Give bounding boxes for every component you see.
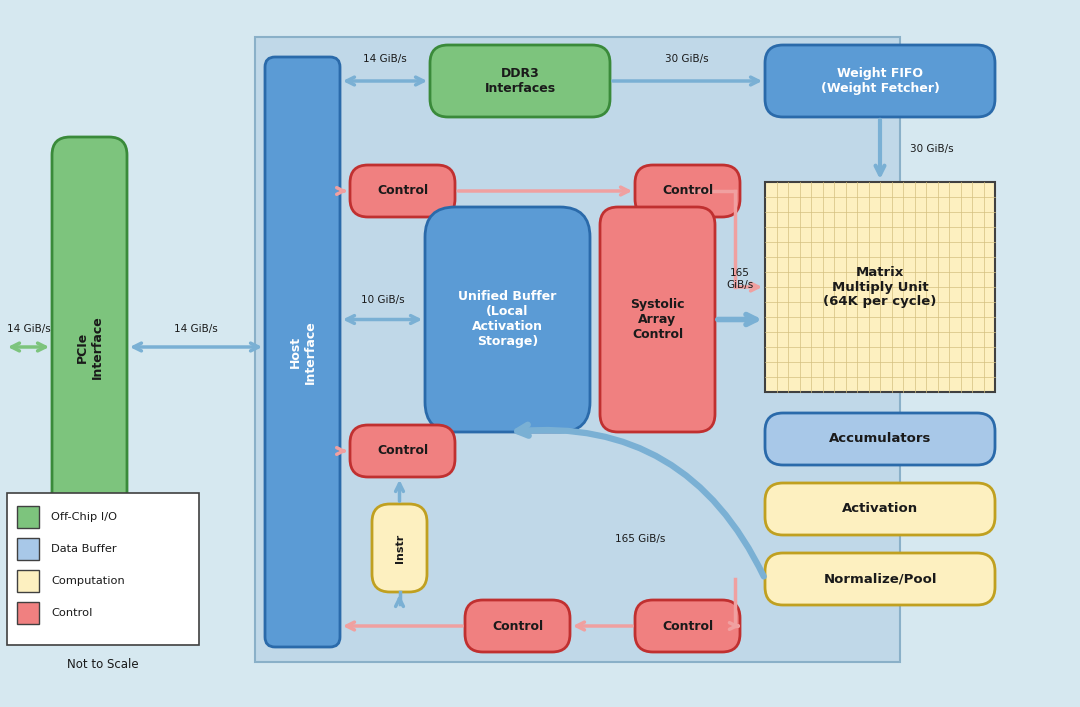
Text: 14 GiB/s: 14 GiB/s xyxy=(174,324,218,334)
Text: Control: Control xyxy=(491,619,543,633)
Text: Matrix
Multiply Unit
(64K per cycle): Matrix Multiply Unit (64K per cycle) xyxy=(823,266,936,308)
FancyBboxPatch shape xyxy=(765,553,995,605)
Text: Unified Buffer
(Local
Activation
Storage): Unified Buffer (Local Activation Storage… xyxy=(458,291,556,349)
Text: Control: Control xyxy=(377,185,428,197)
FancyBboxPatch shape xyxy=(52,137,127,557)
Bar xyxy=(17,506,39,528)
Text: 10 GiB/s: 10 GiB/s xyxy=(361,295,404,305)
FancyBboxPatch shape xyxy=(426,207,590,432)
FancyBboxPatch shape xyxy=(350,425,455,477)
Text: Host
Interface: Host Interface xyxy=(288,320,316,384)
Text: Instr: Instr xyxy=(394,533,405,563)
Bar xyxy=(255,37,900,662)
Bar xyxy=(17,602,39,624)
Bar xyxy=(17,570,39,592)
FancyBboxPatch shape xyxy=(765,483,995,535)
FancyBboxPatch shape xyxy=(350,165,455,217)
FancyBboxPatch shape xyxy=(372,504,427,592)
Bar xyxy=(17,538,39,560)
Text: Control: Control xyxy=(51,607,93,617)
Text: Normalize/Pool: Normalize/Pool xyxy=(823,573,936,585)
Text: Data Buffer: Data Buffer xyxy=(51,544,117,554)
Text: Control: Control xyxy=(662,185,713,197)
FancyBboxPatch shape xyxy=(635,600,740,652)
FancyBboxPatch shape xyxy=(765,413,995,465)
Text: Weight FIFO
(Weight Fetcher): Weight FIFO (Weight Fetcher) xyxy=(821,67,940,95)
Text: 165 GiB/s: 165 GiB/s xyxy=(615,534,665,544)
Text: 14 GiB/s: 14 GiB/s xyxy=(363,54,407,64)
Bar xyxy=(6,493,199,645)
Text: 30 GiB/s: 30 GiB/s xyxy=(665,54,708,64)
Text: 14 GiB/s: 14 GiB/s xyxy=(6,324,51,334)
FancyBboxPatch shape xyxy=(600,207,715,432)
FancyBboxPatch shape xyxy=(265,57,340,647)
Text: Systolic
Array
Control: Systolic Array Control xyxy=(631,298,685,341)
FancyBboxPatch shape xyxy=(430,45,610,117)
Text: 165
GiB/s: 165 GiB/s xyxy=(727,268,754,290)
FancyBboxPatch shape xyxy=(465,600,570,652)
Text: Not to Scale: Not to Scale xyxy=(67,658,139,672)
Text: Activation: Activation xyxy=(842,503,918,515)
Text: Off-Chip I/O: Off-Chip I/O xyxy=(51,511,117,522)
Text: 30 GiB/s: 30 GiB/s xyxy=(910,144,954,154)
Text: DDR3
Interfaces: DDR3 Interfaces xyxy=(485,67,555,95)
Text: Accumulators: Accumulators xyxy=(828,433,931,445)
Text: Computation: Computation xyxy=(51,575,125,585)
FancyBboxPatch shape xyxy=(635,165,740,217)
Bar xyxy=(765,182,995,392)
FancyBboxPatch shape xyxy=(765,45,995,117)
Text: Control: Control xyxy=(662,619,713,633)
Text: Control: Control xyxy=(377,445,428,457)
Text: PCIe
Interface: PCIe Interface xyxy=(76,315,104,379)
